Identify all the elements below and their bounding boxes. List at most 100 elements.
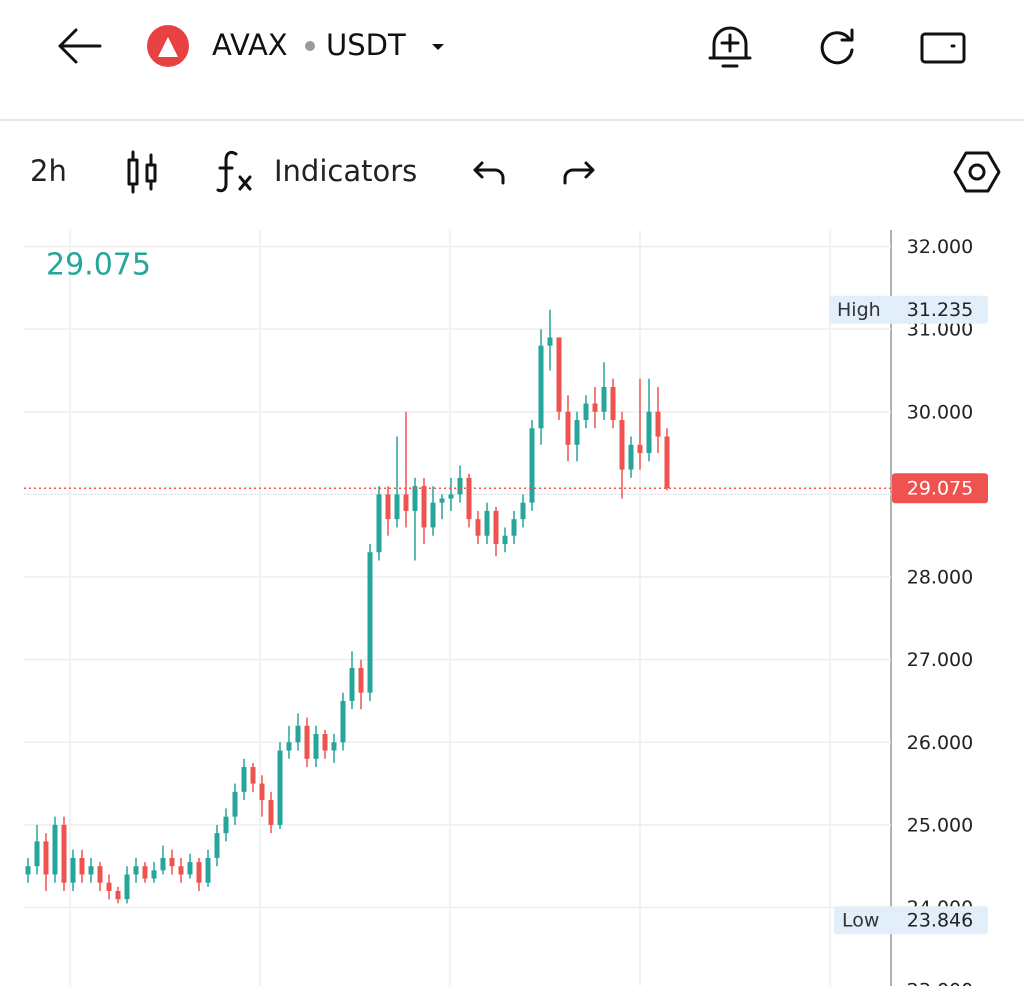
current-price: 29.075 [46, 248, 151, 283]
candle-body [106, 882, 112, 891]
redo-button[interactable] [563, 161, 595, 185]
candle-body [385, 494, 391, 520]
candle-body [313, 734, 319, 759]
back-button[interactable] [58, 28, 102, 64]
indicators-button[interactable]: Indicators [274, 154, 417, 188]
candle-body [547, 337, 553, 346]
candle-body [574, 420, 580, 445]
bell [708, 26, 752, 60]
y-tick-label: 23.000 [907, 980, 973, 986]
candle-body [61, 824, 67, 883]
candle-body [430, 502, 436, 528]
settings-dot [968, 163, 986, 181]
candle-body [178, 866, 184, 875]
overlay: 29.075 29.075 High 31.235 Low 23.846 [24, 248, 988, 935]
candle-body [664, 436, 670, 489]
pair-dropdown[interactable] [432, 44, 444, 50]
candle-body [223, 816, 229, 834]
candle-body [304, 725, 310, 759]
candle-body [592, 403, 598, 412]
candle-body [601, 386, 607, 412]
candle-body [646, 411, 652, 454]
candle-wicks [131, 150, 153, 194]
candle-body [358, 667, 364, 693]
alert-button[interactable] [708, 26, 752, 68]
base-symbol[interactable]: AVAX [212, 28, 288, 62]
extreme-label-bg [834, 906, 988, 935]
last-price-tag [892, 473, 988, 504]
candle-body [421, 486, 427, 528]
refresh-button[interactable] [820, 28, 854, 65]
quote-symbol[interactable]: USDT [326, 28, 406, 62]
candle-body [250, 767, 256, 784]
price-grid: 23.00024.00025.00026.00027.00028.00029.0… [24, 236, 973, 986]
undo-button[interactable] [473, 161, 505, 185]
candle-body [43, 841, 49, 875]
candle-body [448, 494, 454, 499]
candle-body [556, 337, 562, 412]
fx-f [216, 150, 238, 193]
candle-body [619, 420, 625, 470]
candle-body [52, 824, 58, 875]
candle-body [367, 552, 373, 693]
candle-body [493, 510, 499, 544]
wallet-button[interactable] [920, 32, 966, 64]
candle-body [142, 866, 148, 879]
candle-body [457, 477, 463, 495]
candle-body [187, 862, 193, 875]
extreme-value: 23.846 [907, 910, 973, 932]
candle-body [169, 857, 175, 867]
time-grid [69, 230, 831, 986]
extreme-label-bg [829, 295, 988, 324]
bell-plus [720, 33, 740, 68]
avax-logo-mark [158, 37, 178, 57]
candle-body [214, 833, 220, 858]
candle-body [196, 862, 202, 883]
candle-body [70, 857, 76, 883]
candles [25, 309, 670, 904]
candle-body [403, 494, 409, 511]
separator-dot [305, 41, 315, 51]
candle-body [538, 345, 544, 429]
candle-body [439, 498, 445, 503]
candle-body [610, 386, 616, 421]
candle-body [583, 403, 589, 421]
fx-x [238, 175, 252, 191]
candle-body [520, 502, 526, 520]
y-tick-label: 30.000 [907, 401, 973, 423]
candle-body [277, 750, 283, 825]
settings-hex [953, 151, 1001, 193]
candle-body [34, 841, 40, 867]
candle-body [331, 742, 337, 751]
candle-body [151, 870, 157, 879]
candle-body [160, 857, 166, 871]
candle-body [88, 866, 94, 875]
candle-icon [127, 158, 139, 186]
candle-body [133, 866, 139, 875]
candle-body [502, 535, 508, 544]
y-tick-label: 32.000 [907, 236, 973, 258]
candle-body [394, 494, 400, 520]
candle-body [628, 444, 634, 470]
candle-icon [145, 163, 157, 183]
chart-type-button[interactable] [127, 150, 157, 194]
candle-body [475, 519, 481, 536]
candle-body [115, 890, 121, 900]
candle-body [286, 742, 292, 751]
y-tick-label: 26.000 [907, 732, 973, 754]
candle-body [97, 866, 103, 883]
interval-button[interactable]: 2h [30, 154, 67, 188]
candle-body [205, 857, 211, 883]
y-tick-label: 28.000 [907, 567, 973, 589]
candle-body [511, 519, 517, 536]
extreme-value: 31.235 [907, 299, 973, 321]
candle-body [25, 866, 31, 875]
candle-body [529, 428, 535, 503]
extreme-label: High [837, 299, 881, 321]
candle-body [124, 874, 130, 900]
candle-body [322, 734, 328, 751]
candle-body [295, 725, 301, 743]
fx-icon[interactable] [216, 150, 252, 193]
settings-button[interactable] [953, 151, 1001, 193]
